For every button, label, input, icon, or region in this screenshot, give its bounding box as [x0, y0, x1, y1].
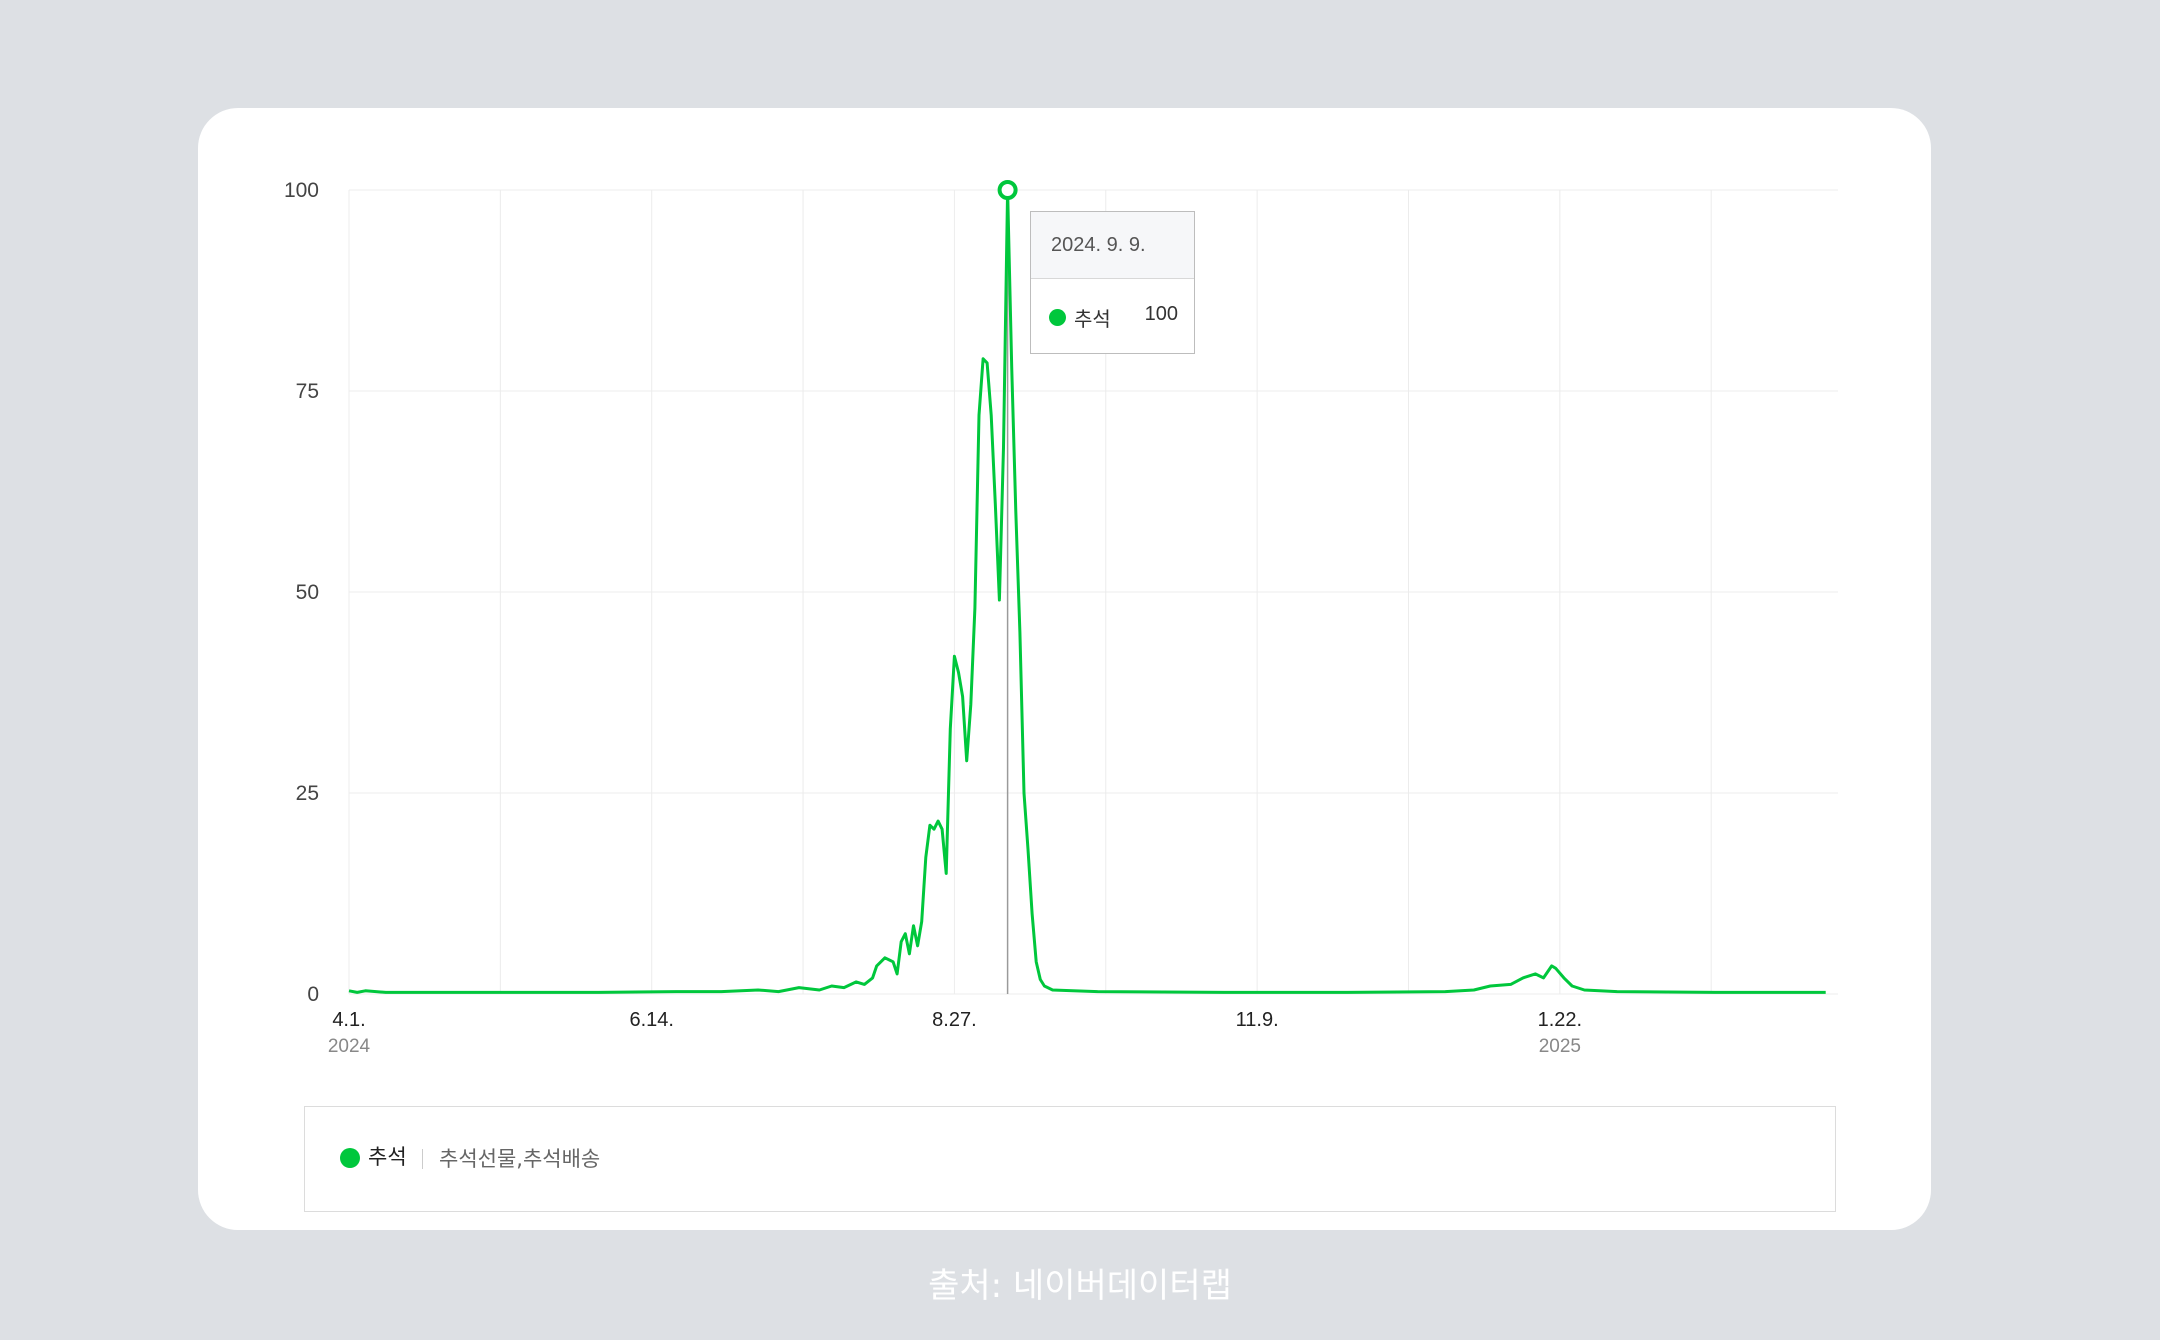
chart-tooltip: 2024. 9. 9. 추석 100: [1030, 211, 1195, 354]
tooltip-series-dot-icon: [1049, 309, 1066, 326]
x-tick-label: 11.9.: [1236, 1009, 1279, 1031]
x-tick-year-label: 2025: [1539, 1036, 1581, 1057]
x-tick-year-label: 2024: [328, 1036, 371, 1057]
legend-keywords: 추석선물,추석배송: [439, 1147, 601, 1171]
y-tick-label: 0: [307, 983, 319, 1006]
legend-dot-icon: [340, 1148, 360, 1168]
y-tick-label: 100: [284, 179, 319, 202]
tooltip-row: 추석 100: [1031, 279, 1194, 355]
x-tick-label: 4.1.: [332, 1009, 365, 1031]
chart-card: 0 25 50 75 100 4.1. 2024 6.14. 8.27. 11.9. 1.22. 20…: [198, 108, 1931, 1230]
x-tick-label: 1.22.: [1538, 1009, 1582, 1031]
y-tick-label: 50: [296, 581, 319, 604]
x-tick-label: 8.27.: [932, 1009, 976, 1031]
line-chart: 0 25 50 75 100 4.1. 2024 6.14. 8.27. 11.9. 1.22. 20…: [284, 179, 1838, 1057]
y-tick-label: 25: [296, 782, 319, 805]
tooltip-series-name: 추석: [1074, 307, 1111, 331]
legend: 추석 추석선물,추석배송: [304, 1106, 1836, 1212]
x-tick-label: 6.14.: [629, 1009, 673, 1031]
series-line[interactable]: [348, 188, 1826, 994]
tooltip-value: 100: [1144, 303, 1178, 325]
source-caption: 출처: 네이버데이터랩: [928, 1266, 1232, 1306]
legend-series-name[interactable]: 추석: [368, 1145, 407, 1169]
y-tick-label: 75: [296, 380, 319, 403]
peak-marker[interactable]: [997, 180, 1018, 200]
tooltip-date: 2024. 9. 9.: [1031, 212, 1194, 279]
legend-divider: [422, 1149, 423, 1169]
